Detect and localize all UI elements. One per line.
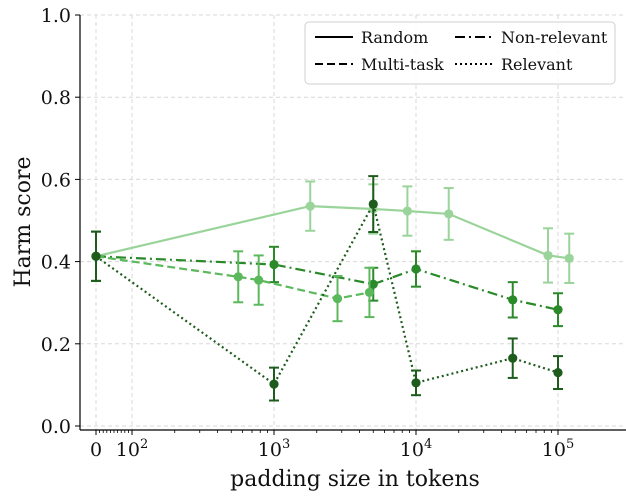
data-point (305, 201, 315, 211)
series-line (95, 255, 370, 300)
data-point (368, 279, 378, 289)
data-point (508, 295, 518, 305)
data-point (254, 275, 264, 285)
y-tick-label: 0.0 (41, 416, 71, 438)
data-point (508, 353, 518, 363)
series-line (95, 204, 570, 260)
legend-label: Relevant (501, 55, 573, 74)
data-point (553, 305, 563, 315)
y-tick-label: 0.2 (41, 334, 71, 356)
legend: Random Multi-task Non-relevant Relevant (304, 21, 616, 85)
x-axis-label: padding size in tokens (230, 467, 480, 492)
x-tick-label: 103 (258, 437, 290, 461)
series-multi-task (91, 230, 375, 323)
legend-box (304, 21, 616, 85)
y-tick-label: 1.0 (41, 5, 71, 27)
legend-label: Random (361, 28, 428, 47)
axes (75, 14, 626, 435)
tick-labels: 0.0 0.2 0.4 0.6 0.8 1.0 0 102 103 104 105 (41, 5, 574, 461)
data-point (364, 287, 375, 298)
series-line (95, 201, 559, 386)
data-point (553, 367, 563, 378)
series-line (95, 255, 559, 311)
data-point (269, 379, 279, 389)
y-tick-label: 0.4 (41, 252, 71, 274)
series-random (91, 180, 575, 284)
data-point (368, 199, 378, 209)
legend-label: Multi-task (361, 55, 444, 74)
data-point (91, 251, 101, 261)
data-point (564, 253, 574, 263)
data-point (444, 209, 454, 219)
x-tick-label: 0 (90, 439, 102, 461)
data-point (233, 272, 243, 282)
x-tick-label: 104 (400, 437, 432, 461)
grid (80, 14, 626, 430)
data-point (269, 259, 279, 270)
series-relevant (91, 175, 563, 402)
series-layer (91, 175, 575, 402)
data-point (402, 206, 413, 216)
data-point (411, 378, 421, 388)
data-point (543, 250, 553, 261)
y-axis-label: Harm score (11, 156, 36, 287)
series-non-relevant (91, 230, 563, 328)
data-point (332, 293, 343, 304)
data-point (411, 264, 421, 274)
y-tick-label: 0.6 (41, 169, 71, 191)
y-tick-label: 0.8 (41, 87, 71, 109)
x-tick-label: 102 (116, 437, 148, 461)
x-tick-label: 105 (542, 437, 574, 461)
legend-label: Non-relevant (501, 28, 608, 47)
